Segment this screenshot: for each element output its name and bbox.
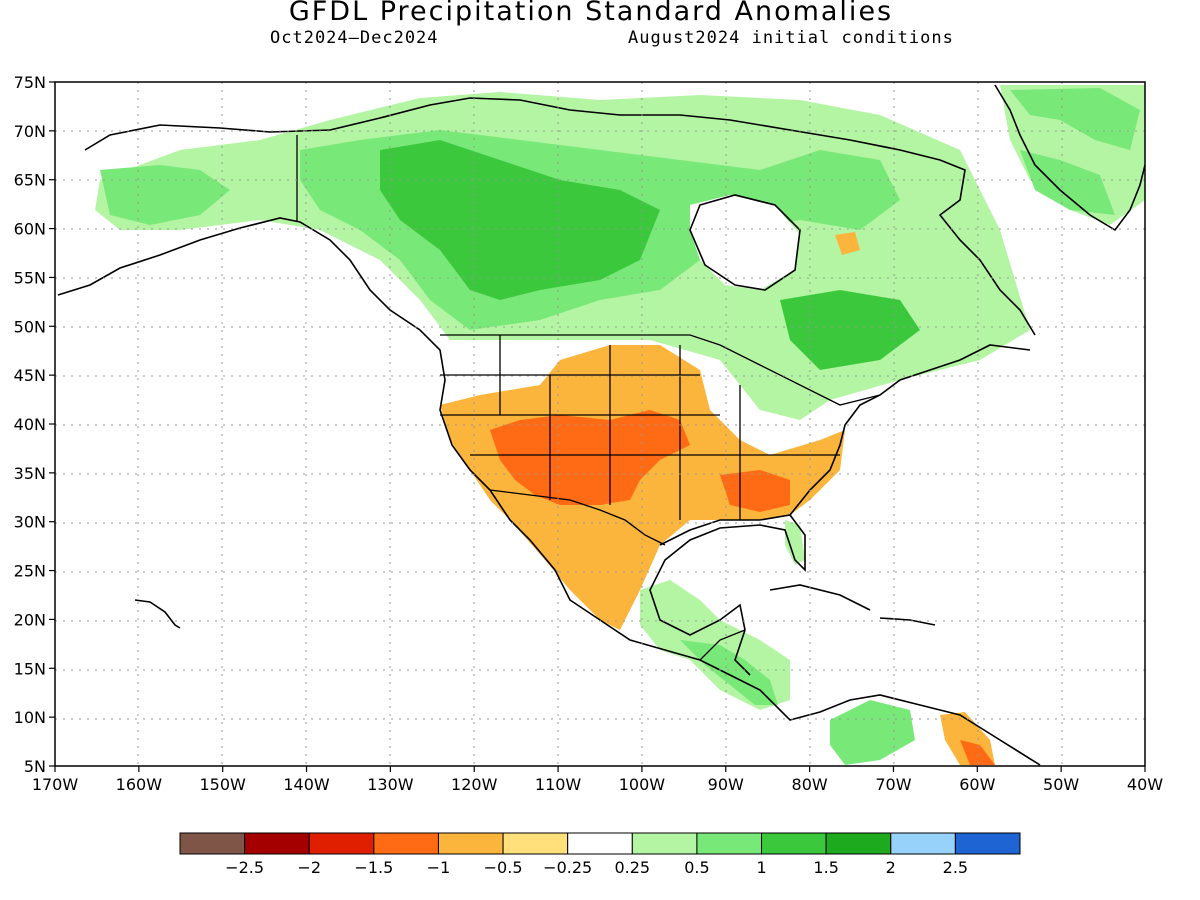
lon-tick-label: 90W [708,775,744,794]
lat-tick-label: 30N [14,513,46,532]
anomaly-region-us-dry [440,345,845,630]
initial-conditions: August2024 initial conditions [628,28,954,48]
lat-tick-label: 35N [14,464,46,483]
coastline-hawaii [134,599,181,629]
anomaly-region-hudson-white [690,195,800,290]
lon-tick-label: 80W [792,775,828,794]
colorbar-swatch [373,832,439,855]
lon-tick-label: 100W [619,775,666,794]
colorbar-label: −0.5 [484,858,523,877]
colorbar-swatch [244,832,310,855]
anomaly-region-canada-wet-strong [380,140,660,300]
longitude-tick-labels: 170W 160W 150W 140W 130W 120W 110W 100W 90W 80W 70… [32,766,1163,794]
lon-tick-label: 60W [959,775,995,794]
anomaly-fields [95,85,1145,765]
colorbar-swatch [308,832,375,855]
lat-tick-label: 70N [14,122,46,141]
lat-tick-label: 20N [14,610,46,629]
colorbar-label: 0.5 [684,858,709,877]
lon-tick-label: 160W [116,775,163,794]
lat-tick-label: 10N [14,708,46,727]
lat-tick-label: 45N [14,366,46,385]
lat-tick-label: 75N [14,73,46,92]
lon-tick-label: 70W [875,775,911,794]
lat-tick-label: 65N [14,171,46,190]
anomaly-region-florida-wet [785,520,805,565]
colorbar-swatch [890,832,956,855]
coastline-cuba [769,584,871,611]
lon-tick-label: 150W [200,775,247,794]
colorbar-swatch [567,832,633,855]
colorbar-label: 2.5 [943,858,968,877]
anomaly-region-greenland-wet-moderate [1020,150,1115,215]
political-boundaries [296,135,881,661]
colorbar-swatch [761,832,827,855]
forecast-period: Oct2024–Dec2024 [270,28,439,48]
coastline-hispaniola [879,617,936,626]
lon-tick-label: 110W [535,775,582,794]
lat-tick-label: 50N [14,317,46,336]
colorbar-label: −2 [297,858,321,877]
coastline-hudson-bay [689,194,801,291]
anomaly-region-greenland-wet-moderate [1010,88,1140,150]
colorbar-label: −1.5 [354,858,393,877]
anomaly-region-canada-wet-strong [780,290,920,370]
colorbar-swatch [631,832,698,855]
lon-tick-label: 130W [367,775,414,794]
lon-tick-label: 170W [32,775,79,794]
colorbar-label: 1.5 [813,858,838,877]
colorbar-swatch [696,832,763,855]
anomaly-region-alaska-wet [100,165,230,225]
latitude-tick-labels: 75N 70N 65N 60N 55N 50N 45N 40N 35N 30N 25N 20N 15N 1… [14,73,55,776]
colorbar-swatch [179,832,246,855]
colorbar-label: 1 [756,858,766,877]
colorbar-swatch [437,832,504,855]
colorbar-label: −1 [427,858,451,877]
colorbar-labels: −2.5 −2 −1.5 −1 −0.5 −0.25 0.25 0.5 1 1.5 2 2.5 [225,858,968,877]
lon-tick-label: 40W [1127,775,1163,794]
lon-tick-label: 140W [283,775,330,794]
lon-tick-label: 50W [1043,775,1079,794]
lat-tick-label: 25N [14,562,46,581]
anomaly-region-southeast-dry-strong [720,470,790,512]
coastline-arctic [84,97,1036,336]
colorbar-swatch [825,832,892,855]
coastline-gulf-of-mexico [649,514,806,676]
colorbar-swatch [954,832,1021,855]
colorbar-label: 0.25 [614,858,650,877]
coastline-greenland [994,84,1145,232]
anomaly-region-southwest-dry-strong [490,410,690,505]
border-us-canada [440,334,881,406]
lat-tick-label: 60N [14,220,46,239]
lat-tick-label: 40N [14,415,46,434]
anomaly-region-colombia-wet [830,700,915,765]
lat-tick-label: 15N [14,659,46,678]
graticule [55,82,1145,766]
border-us-mexico [489,489,666,546]
colorbar-label: −2.5 [225,858,264,877]
lon-tick-label: 120W [451,775,498,794]
border-mexico-guatemala [699,629,746,661]
lat-tick-label: 5N [24,757,46,776]
colorbar-label: 2 [886,858,896,877]
lat-tick-label: 55N [14,268,46,287]
coastline-east-us [789,344,1031,516]
colorbar [179,832,1021,855]
coastline-north-america [57,217,1041,766]
anomaly-region-labrador-dry [835,232,860,255]
coastlines [57,84,1145,766]
colorbar-label: −0.25 [543,858,592,877]
colorbar-swatch [502,832,569,855]
anomaly-region-guyana-dry-strong [960,740,995,765]
map-title: GFDL Precipitation Standard Anomalies [288,0,894,27]
